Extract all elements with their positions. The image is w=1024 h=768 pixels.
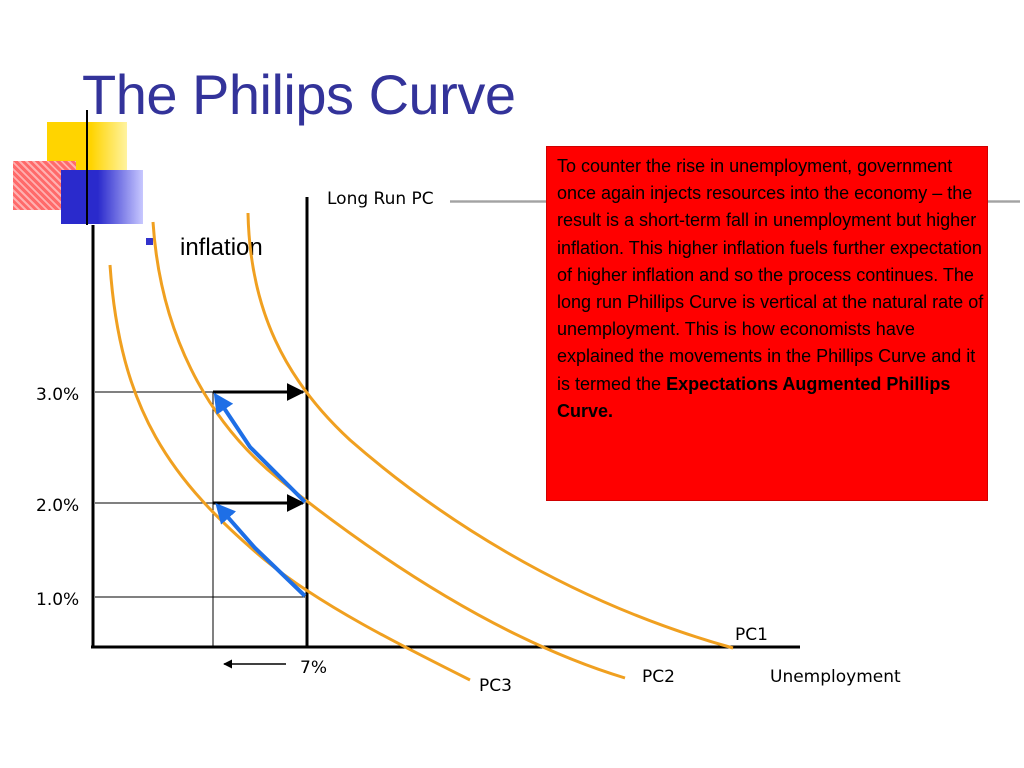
curve-label-pc3: PC3 [479,676,512,696]
decor-blue-square [61,170,143,224]
x-axis-label: Unemployment [770,667,901,687]
curve-label-pc1: PC1 [735,625,768,645]
tick-label-3pct: 3.0% [36,385,79,405]
tick-label-2pct: 2.0% [36,496,79,516]
explanation-bold-text: Expectations Augmented Phillips Curve. [557,373,951,421]
curve-pc2 [151,221,626,680]
arrow-blue-lower [215,502,307,598]
curve-pc1 [246,212,734,650]
long-run-pc-label: Long Run PC [327,189,434,209]
explanation-box: To counter the rise in unemployment, gov… [546,146,988,501]
explanation-text: To counter the rise in unemployment, gov… [557,156,984,394]
decor-vertical-line [86,110,88,225]
curve-label-pc2: PC2 [642,667,675,687]
tick-label-1pct: 1.0% [36,590,79,610]
curve-pc3 [108,264,471,682]
arrow-blue-upper [213,392,307,504]
bullet-marker [146,238,153,245]
tick-label-7pct: 7% [300,658,327,678]
page-title: The Philips Curve [82,63,516,126]
